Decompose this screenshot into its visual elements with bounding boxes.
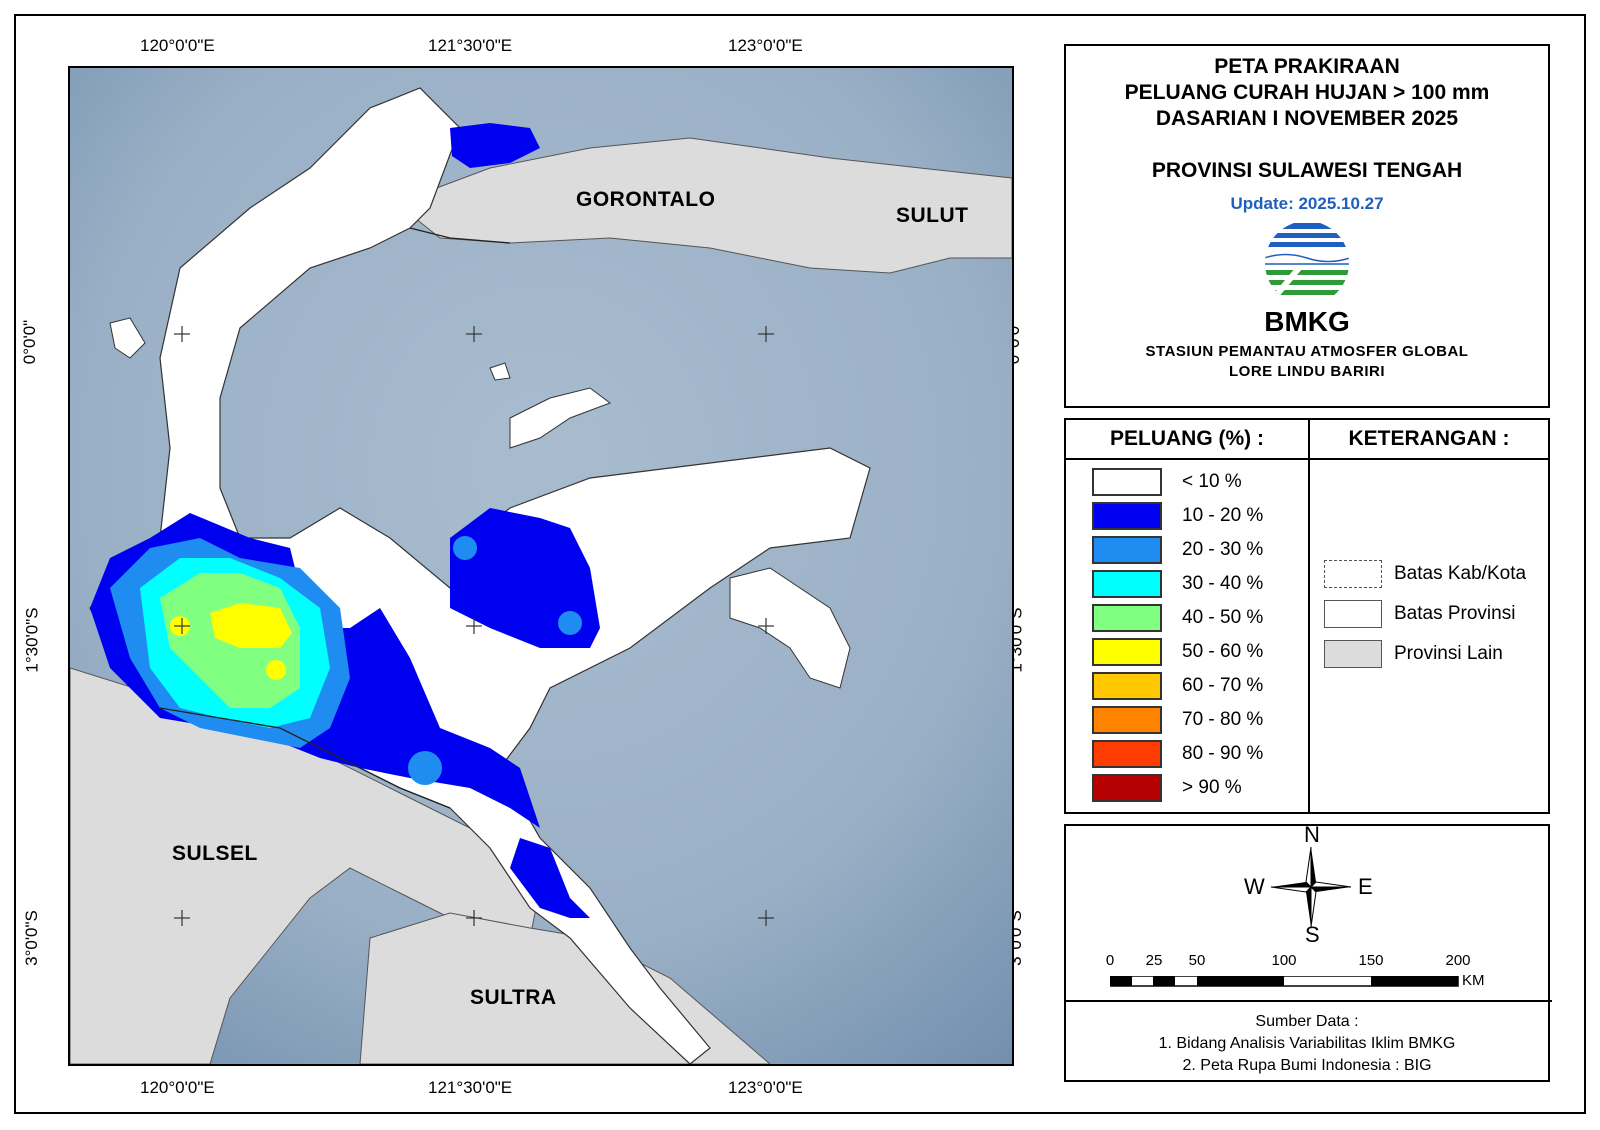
scale-unit: KM	[1462, 972, 1485, 989]
ket-swatch-provinsi	[1324, 600, 1382, 628]
legend-heading: PELUANG (%) :	[1066, 420, 1308, 460]
legend-label-4: 40 - 50 %	[1182, 607, 1264, 628]
label-sulut: SULUT	[896, 204, 969, 227]
small-island-1	[489, 362, 511, 381]
zone-20-30-spot-2	[558, 611, 582, 635]
keterangan-heading: KETERANGAN :	[1310, 420, 1548, 460]
legend-label-1: 10 - 20 %	[1182, 505, 1264, 526]
bottom-coord-123: 123°0'0"E	[728, 1078, 803, 1097]
legend-label-2: 20 - 30 %	[1182, 539, 1264, 560]
legend-label-5: 50 - 60 %	[1182, 641, 1264, 662]
togean-islands	[509, 387, 612, 449]
bottom-coord-121-30: 121°30'0"E	[428, 1078, 513, 1097]
scale-tick-100: 100	[1271, 952, 1297, 969]
info-panel: N S E W 0 25 50 100 150 200 KM Sumber Da…	[1064, 822, 1552, 1082]
source-line-1: 1. Bidang Analisis Variabilitas Iklim BM…	[1158, 1035, 1456, 1052]
legend-swatch-2	[1092, 536, 1162, 564]
legend-swatch-0	[1092, 468, 1162, 496]
province-title: PROVINSI SULAWESI TENGAH	[1151, 159, 1463, 182]
legend-label-0: < 10 %	[1182, 471, 1242, 492]
graticule	[174, 326, 774, 926]
zone-10-20-south	[510, 838, 590, 918]
bmkg-logo-text: BMKG	[1264, 306, 1350, 337]
map-svg	[70, 68, 1012, 1064]
legend-swatch-8	[1092, 740, 1162, 768]
legend-panel: PELUANG (%) : KETERANGAN : < 10 % 10 - 20…	[1064, 418, 1550, 814]
legend-swatch-9	[1092, 774, 1162, 802]
zone-20-30-spot	[408, 751, 442, 785]
title-line-2: PELUANG CURAH HUJAN > 100 mm	[1124, 81, 1490, 104]
source-heading: Sumber Data :	[1255, 1013, 1359, 1030]
left-coord-1-30: 1°30'0"S	[22, 607, 42, 673]
legend-swatch-3	[1092, 570, 1162, 598]
title-line-1: PETA PRAKIRAAN	[1214, 55, 1400, 78]
ket-swatch-provinsi-lain	[1324, 640, 1382, 668]
scale-tick-150: 150	[1358, 952, 1384, 969]
station-line-1: STASIUN PEMANTAU ATMOSFER GLOBAL	[1145, 343, 1469, 360]
ket-label-provinsi-lain: Provinsi Lain	[1394, 643, 1503, 664]
legend-divider	[1308, 420, 1310, 812]
banggai-islands	[729, 567, 851, 689]
title-panel: PETA PRAKIRAAN PELUANG CURAH HUJAN > 100…	[1064, 44, 1550, 408]
ket-label-provinsi: Batas Provinsi	[1394, 603, 1516, 624]
legend-swatch-6	[1092, 672, 1162, 700]
scale-tick-25: 25	[1145, 952, 1163, 969]
zone-10-20-north	[450, 123, 540, 168]
station-line-2: LORE LINDU BARIRI	[1229, 363, 1385, 380]
map-sheet	[14, 14, 1586, 1114]
label-sultra: SULTRA	[470, 986, 557, 1009]
top-coord-121-30: 121°30'0"E	[428, 36, 513, 55]
zone-50-60	[210, 603, 292, 648]
info-divider	[1066, 1000, 1552, 1002]
ket-swatch-kab-kota	[1324, 560, 1382, 588]
map-area[interactable]: GORONTALO SULUT SULSEL SULTRA	[68, 66, 1014, 1066]
zone-10-20-east	[450, 508, 600, 648]
label-gorontalo: GORONTALO	[576, 188, 716, 211]
province-boundary	[159, 227, 511, 809]
compass-e: E	[1358, 874, 1373, 899]
compass-w: W	[1244, 874, 1265, 899]
bottom-coord-120: 120°0'0"E	[140, 1078, 215, 1097]
legend-swatch-4	[1092, 604, 1162, 632]
bmkg-logo-icon	[1265, 221, 1349, 305]
left-coord-0: 0°0'0"	[20, 319, 40, 365]
top-coord-120: 120°0'0"E	[140, 36, 215, 55]
scale-tick-0: 0	[1105, 952, 1115, 969]
legend-swatch-7	[1092, 706, 1162, 734]
ket-label-kab-kota: Batas Kab/Kota	[1394, 563, 1527, 584]
zone-50-60-spot-2	[266, 660, 286, 680]
top-coord-123: 123°0'0"E	[728, 36, 803, 55]
update-date: Update: 2025.10.27	[1230, 194, 1384, 213]
legend-label-8: 80 - 90 %	[1182, 743, 1264, 764]
legend-swatch-5	[1092, 638, 1162, 666]
zone-20-30-spot-3	[453, 536, 477, 560]
legend-swatch-1	[1092, 502, 1162, 530]
scale-tick-50: 50	[1188, 952, 1206, 969]
legend-label-6: 60 - 70 %	[1182, 675, 1264, 696]
small-island-2	[109, 317, 146, 359]
title-line-3: DASARIAN I NOVEMBER 2025	[1155, 107, 1459, 130]
compass-s: S	[1305, 922, 1320, 947]
label-sulsel: SULSEL	[172, 842, 258, 865]
scale-bar	[1110, 976, 1459, 987]
left-coord-3: 3°0'0"S	[21, 910, 41, 966]
legend-label-7: 70 - 80 %	[1182, 709, 1264, 730]
source-line-2: 2. Peta Rupa Bumi Indonesia : BIG	[1182, 1057, 1432, 1074]
legend-label-9: > 90 %	[1182, 777, 1242, 798]
legend-label-3: 30 - 40 %	[1182, 573, 1264, 594]
compass-n: N	[1304, 822, 1320, 847]
north-arrow-icon	[1270, 846, 1352, 928]
scale-tick-200: 200	[1445, 952, 1471, 969]
